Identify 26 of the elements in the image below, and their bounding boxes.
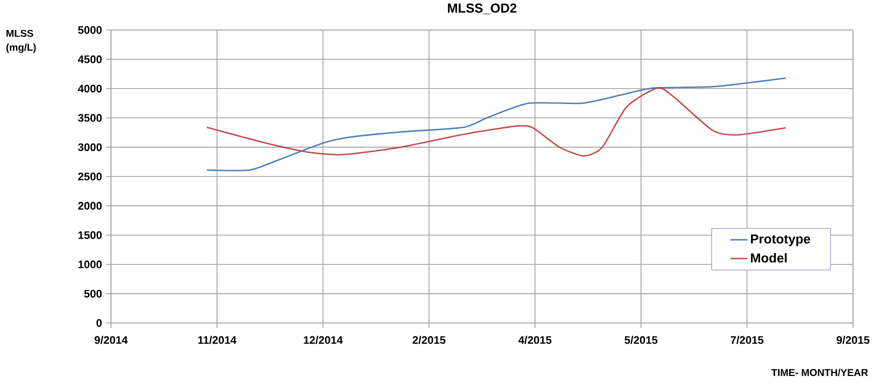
x-tick-label: 9/2014 — [94, 336, 128, 344]
y-tick-label: 500 — [84, 290, 102, 298]
y-axis-title: MLSS (mg/L) — [6, 30, 36, 53]
x-tick-label: 7/2015 — [730, 336, 764, 344]
legend-label: Model — [750, 253, 787, 263]
x-tick-label: 4/2015 — [518, 336, 552, 344]
line-series — [206, 77, 786, 172]
chart-title: MLSS_OD2 — [448, 4, 516, 14]
y-tick-label: 1000 — [78, 260, 102, 268]
x-tick-label: 5/2015 — [624, 336, 658, 344]
y-tick-label: 3500 — [78, 114, 102, 122]
x-tick-label: 12/2014 — [304, 336, 343, 344]
x-tick-label: 11/2014 — [198, 336, 236, 344]
legend-label: Prototype — [750, 234, 810, 246]
y-tick-label: 4500 — [78, 55, 102, 64]
line-series — [206, 87, 786, 157]
y-tick-label: 1500 — [78, 231, 102, 239]
y-tick-label: 4000 — [78, 84, 102, 92]
x-tick-label: 2/2015 — [412, 336, 446, 344]
y-tick-label: 0 — [96, 319, 102, 327]
x-axis-title: TIME- MONTH/YEAR — [771, 368, 868, 376]
y-tick-label: 5000 — [78, 26, 102, 34]
y-tick-label: 2000 — [78, 202, 102, 210]
y-tick-label: 2500 — [78, 172, 102, 180]
x-tick-label: 9/2015 — [836, 336, 870, 344]
y-tick-label: 3000 — [78, 143, 102, 152]
